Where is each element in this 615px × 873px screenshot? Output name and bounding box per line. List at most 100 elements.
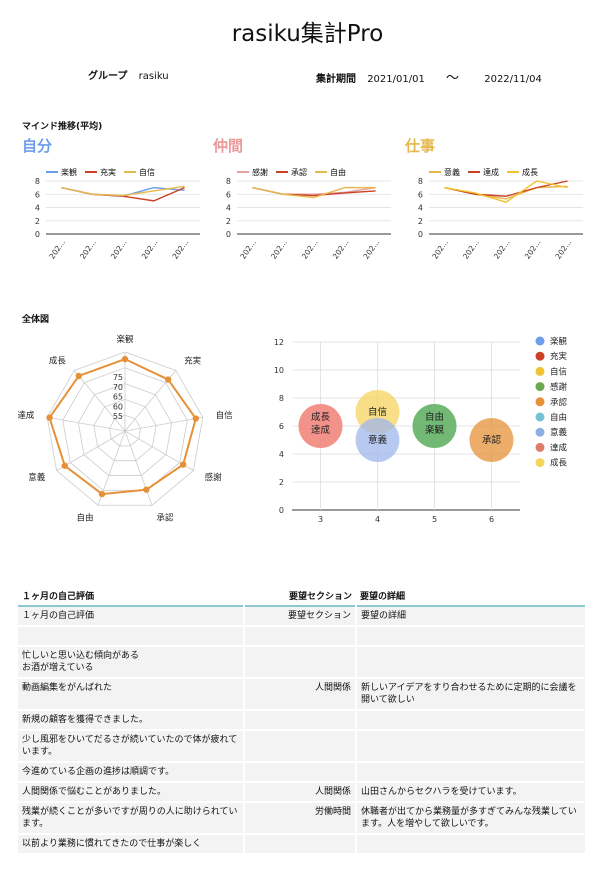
x-tick-label: 202... xyxy=(492,238,512,261)
radar-grid-ring xyxy=(109,414,141,447)
radar-spoke xyxy=(124,430,153,506)
legend-swatch xyxy=(85,171,97,173)
mind-panel-title: 仕事 xyxy=(405,137,436,155)
group-info: グループ rasiku xyxy=(88,67,169,82)
series-line xyxy=(61,185,185,197)
legend-label: 自信 xyxy=(139,167,155,177)
radar-axis-label: 充実 xyxy=(184,356,202,367)
cell-request-section xyxy=(244,710,357,731)
legend-swatch xyxy=(535,351,545,361)
legend-label: 自由 xyxy=(550,412,567,423)
column-header-request-section: 要望セクション xyxy=(288,592,352,602)
legend-label: 自信 xyxy=(550,366,568,377)
bubble-label: 意義 xyxy=(368,434,388,446)
period-info: 集計期間 2021/01/01 〜 2022/11/04 xyxy=(316,67,542,86)
x-tick-label: 202... xyxy=(461,238,481,261)
x-tick-label: 202... xyxy=(238,238,258,261)
radar-spoke xyxy=(124,416,203,432)
table-row: 以前より業務に慣れてきたので仕事が楽しく xyxy=(18,834,587,855)
group-label: グループ xyxy=(88,71,128,82)
legend-swatch xyxy=(46,171,58,173)
legend-swatch xyxy=(315,171,327,173)
y-tick-label: 0 xyxy=(35,230,40,239)
y-tick-label: 4 xyxy=(35,204,40,213)
legend-swatch xyxy=(237,171,249,173)
cell-request-detail xyxy=(356,710,587,731)
mind-panel-peers: 仲間 感謝 承認 自由 0 2 4 6 8 202... 202... 202... 202... 2… xyxy=(213,135,398,270)
radar-axis-label: 感謝 xyxy=(205,472,223,483)
table-row: 忙しいと思い込む傾向がある お酒が増えている xyxy=(18,646,587,679)
radar-spoke xyxy=(73,370,126,432)
legend-label: 承認 xyxy=(291,167,307,177)
y-tick-label: 10 xyxy=(274,366,284,375)
radar-spoke xyxy=(56,430,126,471)
radar-point xyxy=(179,461,187,468)
period-separator: 〜 xyxy=(446,71,460,86)
y-tick-label: 12 xyxy=(274,338,284,347)
line-chart: 0 2 4 6 8 202... 202... 202... 202... 202... xyxy=(418,177,583,261)
legend-swatch xyxy=(535,427,545,437)
series-line xyxy=(444,185,568,200)
y-tick-label: 4 xyxy=(226,204,231,213)
radar-grid-ring xyxy=(77,383,173,476)
line-chart: 0 2 4 6 8 202... 202... 202... 202... 202... xyxy=(226,177,391,261)
mind-section-title: マインド推移(平均) xyxy=(22,122,103,132)
radar-grid-ring xyxy=(46,351,204,506)
cell-self-eval: １ヶ月の自己評価 xyxy=(18,606,245,627)
y-tick-label: 2 xyxy=(35,217,40,226)
cell-request-detail xyxy=(356,646,587,679)
bubble-label: 承認 xyxy=(482,434,502,446)
cell-request-section: 要望セクション xyxy=(244,606,357,627)
y-tick-label: 2 xyxy=(279,478,284,487)
legend-label: 充実 xyxy=(100,167,116,177)
cell-request-section xyxy=(244,762,357,783)
table-row: 新規の顧客を獲得できました。 xyxy=(18,710,587,731)
legend-label: 楽観 xyxy=(61,167,77,177)
line-chart: 0 2 4 6 8 202... 202... 202... 202... 202... xyxy=(35,177,200,261)
legend-item: 承認 xyxy=(276,167,307,178)
y-tick-label: 8 xyxy=(279,394,284,403)
legend-label: 意義 xyxy=(550,427,568,438)
cell-self-eval: 残業が続くことが多いですが周りの人に助けられています。 xyxy=(18,802,245,835)
legend-item: 成長 xyxy=(507,167,538,178)
x-tick-label: 202... xyxy=(300,238,320,261)
radar-point xyxy=(61,462,68,469)
x-tick-label: 202... xyxy=(109,238,129,261)
bubble xyxy=(355,418,400,462)
legend-item: 達成 xyxy=(468,167,499,178)
bubble xyxy=(298,404,343,448)
radar-axis-label: 楽観 xyxy=(116,334,134,345)
cell-request-detail: 要望の詳細 xyxy=(356,606,587,627)
radar-grid-ring xyxy=(93,398,157,462)
y-tick-label: 8 xyxy=(35,177,40,186)
legend-swatch xyxy=(535,458,545,468)
legend-label: 成長 xyxy=(550,458,568,469)
radar-point xyxy=(46,414,53,421)
legend-item: 楽観 xyxy=(46,167,77,178)
y-tick-label: 2 xyxy=(226,217,231,226)
radar-tick-label: 65 xyxy=(113,393,123,402)
legend-label: 達成 xyxy=(483,167,499,177)
legend-swatch xyxy=(535,382,545,392)
bubble-label: 成長 xyxy=(311,411,331,423)
cell-self-eval: 忙しいと思い込む傾向がある お酒が増えている xyxy=(18,646,245,679)
legend-label: 成長 xyxy=(522,167,538,177)
table-row xyxy=(18,626,587,647)
legend-swatch xyxy=(535,442,545,452)
mind-panel-work: 仕事 意義 達成 成長 0 2 4 6 8 202... 202... 202... 202... 2… xyxy=(405,135,590,270)
cell-request-section: 人間関係 xyxy=(244,782,357,803)
x-tick-label: 202... xyxy=(47,238,67,261)
legend-label: 自由 xyxy=(330,167,346,177)
cell-request-detail xyxy=(356,730,587,763)
cell-request-detail xyxy=(356,762,587,783)
column-header-self-eval: １ヶ月の自己評価 xyxy=(22,592,95,602)
legend-label: 充実 xyxy=(550,351,568,362)
table-row: 今進めている企画の進捗は順調です。 xyxy=(18,762,587,783)
x-tick-label: 202... xyxy=(78,238,98,261)
x-tick-label: 202... xyxy=(362,238,382,261)
chart-legend: 感謝 承認 自由 xyxy=(237,158,354,178)
cell-request-section xyxy=(244,646,357,679)
radar-grid-ring xyxy=(62,367,188,491)
radar-tick-label: 55 xyxy=(113,412,123,421)
y-tick-label: 0 xyxy=(418,230,423,239)
